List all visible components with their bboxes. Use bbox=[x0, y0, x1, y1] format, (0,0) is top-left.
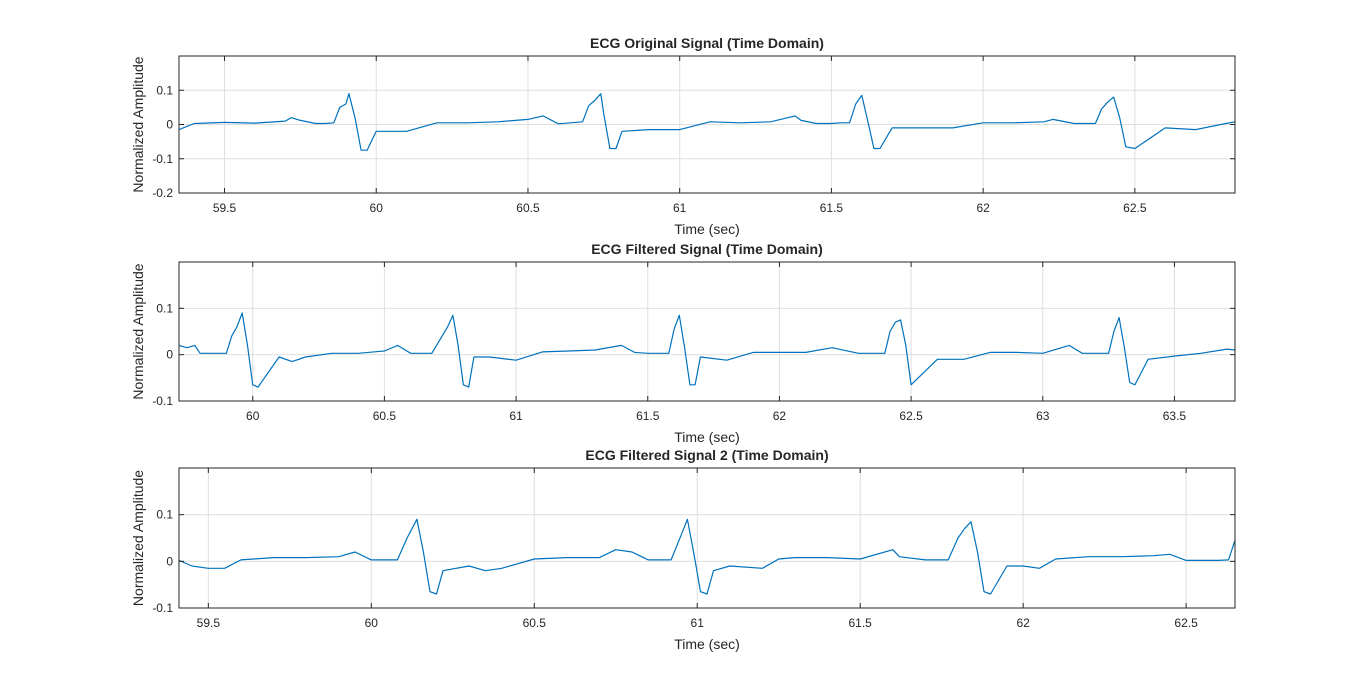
x-tick-label: 59.5 bbox=[197, 616, 221, 630]
y-tick-label: 0.1 bbox=[156, 508, 173, 522]
y-axis-label: Normalized Amplitude bbox=[130, 263, 146, 399]
x-axis-label: Time (sec) bbox=[674, 429, 740, 445]
y-tick-label: -0.1 bbox=[152, 601, 173, 615]
x-tick-label: 60.5 bbox=[523, 616, 547, 630]
x-tick-label: 63 bbox=[1036, 409, 1050, 423]
y-tick-label: 0.1 bbox=[156, 83, 173, 97]
y-tick-label: -0.1 bbox=[152, 394, 173, 408]
ecg-signal-line bbox=[179, 518, 1235, 595]
chart-title: ECG Original Signal (Time Domain) bbox=[590, 35, 824, 51]
x-tick-label: 60 bbox=[246, 409, 260, 423]
plot-area bbox=[179, 262, 1235, 401]
y-tick-label: 0 bbox=[166, 118, 173, 132]
x-tick-label: 61 bbox=[509, 409, 523, 423]
x-tick-label: 61.5 bbox=[636, 409, 660, 423]
x-tick-label: 60 bbox=[365, 616, 379, 630]
x-tick-label: 60 bbox=[370, 201, 384, 215]
x-tick-label: 59.5 bbox=[213, 201, 237, 215]
axes-box bbox=[178, 467, 1236, 609]
x-tick-label: 62 bbox=[773, 409, 787, 423]
subplot-3: 59.5 60 60.5 61 61.5 62 62.5 -0.1 0 0.1 ECG Filter… bbox=[130, 447, 1236, 652]
y-tick-label: -0.1 bbox=[152, 152, 173, 166]
subplot-2: 60 60.5 61 61.5 62 62.5 63 63.5 -0.1 0 0.1 ECG Filt… bbox=[130, 241, 1236, 445]
axes-box bbox=[178, 261, 1236, 402]
x-tick-label: 63.5 bbox=[1163, 409, 1187, 423]
y-tick-label: 0.1 bbox=[156, 301, 173, 315]
ecg-signal-line bbox=[179, 93, 1235, 151]
y-tick-label: 0 bbox=[166, 554, 173, 568]
x-tick-label: 60.5 bbox=[373, 409, 397, 423]
x-axis-label: Time (sec) bbox=[674, 636, 740, 652]
x-tick-label: 60.5 bbox=[516, 201, 540, 215]
x-tick-label: 62 bbox=[1016, 616, 1030, 630]
x-tick-label: 62 bbox=[976, 201, 990, 215]
x-tick-label: 61.5 bbox=[820, 201, 844, 215]
chart-title: ECG Filtered Signal 2 (Time Domain) bbox=[585, 447, 828, 463]
x-tick-label: 62.5 bbox=[899, 409, 923, 423]
y-tick-label: 0 bbox=[166, 348, 173, 362]
y-axis-label: Normalized Amplitude bbox=[130, 56, 146, 192]
y-tick-label: -0.2 bbox=[152, 186, 173, 200]
plot-area bbox=[179, 468, 1235, 608]
x-tick-label: 62.5 bbox=[1174, 616, 1198, 630]
x-tick-label: 62.5 bbox=[1123, 201, 1147, 215]
chart-title: ECG Filtered Signal (Time Domain) bbox=[591, 241, 823, 257]
x-tick-label: 61 bbox=[691, 616, 705, 630]
x-tick-label: 61.5 bbox=[849, 616, 873, 630]
subplot-1: 59.5 60 60.5 61 61.5 62 62.5 -0.2 -0.1 0 0.1 ECG Or… bbox=[130, 35, 1236, 237]
ecg-signal-line bbox=[179, 312, 1235, 388]
x-tick-label: 61 bbox=[673, 201, 687, 215]
x-axis-label: Time (sec) bbox=[674, 221, 740, 237]
y-axis-label: Normalized Amplitude bbox=[130, 470, 146, 606]
